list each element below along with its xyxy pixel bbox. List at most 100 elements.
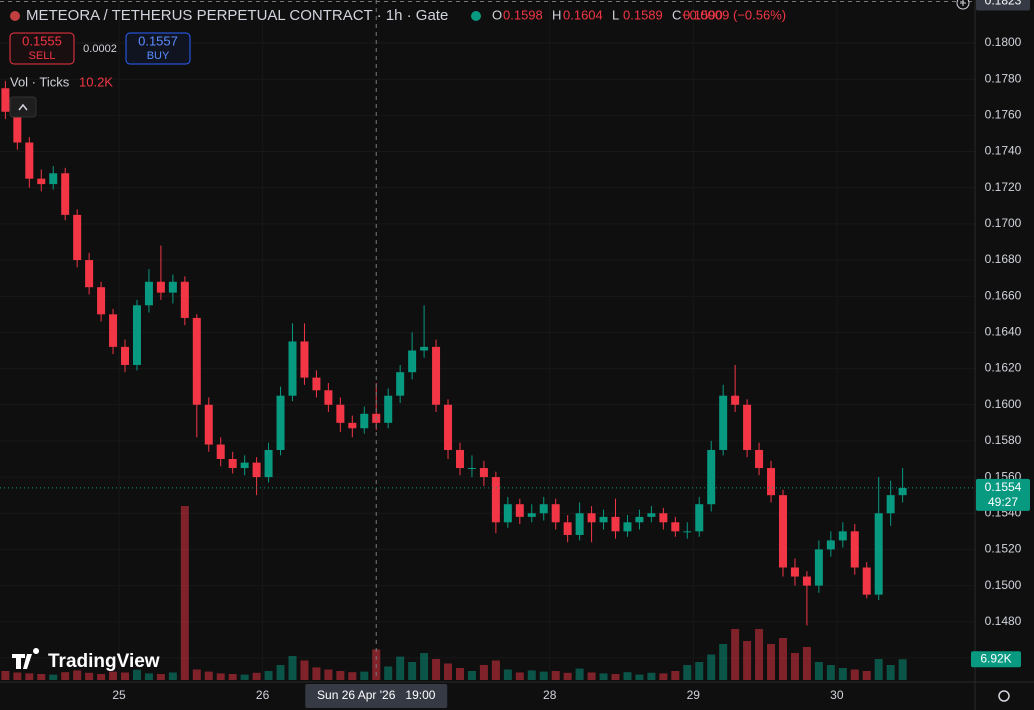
x-tick-label: 26 bbox=[256, 688, 270, 702]
y-tick-label: 0.1720 bbox=[985, 180, 1022, 194]
sell-label[interactable]: SELL bbox=[29, 50, 56, 62]
candle-body bbox=[563, 522, 572, 535]
candle-body bbox=[252, 462, 261, 478]
volume-bar bbox=[826, 665, 835, 680]
volume-legend: 10.2K bbox=[79, 74, 113, 89]
volume-bar bbox=[132, 669, 141, 680]
candle-body bbox=[695, 504, 704, 532]
crosshair-y-box bbox=[976, 0, 1030, 11]
volume-bar bbox=[240, 674, 249, 680]
volume-bar bbox=[276, 665, 285, 680]
candle-body bbox=[180, 281, 189, 318]
crosshair-y-label: 0.1823 bbox=[985, 0, 1022, 8]
volume-bar bbox=[838, 668, 847, 680]
add-icon bbox=[960, 0, 966, 6]
volume-bar bbox=[252, 672, 261, 680]
candle-body bbox=[611, 516, 620, 532]
volume-bar bbox=[396, 656, 405, 680]
volume-bar bbox=[264, 671, 273, 680]
y-tick-label: 0.1500 bbox=[985, 578, 1022, 592]
add-button[interactable] bbox=[956, 0, 970, 10]
candle-body bbox=[61, 173, 70, 215]
candles bbox=[1, 81, 907, 626]
volume-bar bbox=[647, 672, 656, 680]
volume-bar bbox=[659, 673, 668, 680]
y-tick-label: 0.1680 bbox=[985, 252, 1022, 266]
x-tick-label: 28 bbox=[543, 688, 557, 702]
candle-body bbox=[312, 377, 321, 391]
volume-bar bbox=[743, 641, 752, 680]
candle-body bbox=[503, 504, 512, 523]
volume-bar bbox=[515, 672, 524, 680]
candle-body bbox=[420, 346, 429, 351]
volume-bar bbox=[121, 672, 130, 680]
axes: 0.14600.14800.15000.15200.15400.15600.15… bbox=[112, 0, 1030, 708]
candle-body bbox=[635, 516, 644, 523]
volume-bar bbox=[216, 673, 225, 680]
volume-bar bbox=[898, 659, 907, 680]
candle-body bbox=[659, 513, 668, 523]
y-tick-label: 0.1740 bbox=[985, 144, 1022, 158]
y-tick-label: 0.1640 bbox=[985, 325, 1022, 339]
candle-body bbox=[288, 341, 297, 396]
volume-bar bbox=[575, 668, 584, 680]
candle-body bbox=[144, 281, 153, 306]
volume-bar bbox=[539, 671, 548, 680]
candle-body bbox=[336, 404, 345, 423]
ohlc-value: 0.1598 bbox=[503, 7, 543, 22]
candle-body bbox=[527, 513, 536, 517]
volume-bar bbox=[192, 669, 201, 680]
candle-body bbox=[1, 88, 10, 112]
candle-body bbox=[348, 422, 357, 429]
y-tick-label: 0.1660 bbox=[985, 288, 1022, 302]
candle-body bbox=[109, 314, 118, 347]
volume-bar bbox=[204, 671, 213, 680]
volume-bar bbox=[228, 674, 237, 680]
volume-bar bbox=[479, 665, 488, 680]
volume-bar bbox=[444, 663, 453, 680]
settings-button[interactable] bbox=[998, 690, 1010, 702]
volume-label-box bbox=[971, 651, 1021, 668]
sell-button[interactable] bbox=[9, 32, 75, 65]
volume-bar bbox=[300, 660, 309, 680]
crosshair-x-label: Sun 26 Apr '26 19:00 bbox=[317, 688, 436, 702]
buy-label[interactable]: BUY bbox=[147, 50, 170, 62]
volume-bar bbox=[336, 671, 345, 680]
candle-body bbox=[862, 567, 871, 595]
logo-icon bbox=[12, 648, 40, 669]
candle-body bbox=[408, 350, 417, 373]
candle-body bbox=[168, 281, 177, 293]
spread: 0.0002 bbox=[83, 43, 117, 55]
candle-body bbox=[623, 522, 632, 532]
volume-bar bbox=[109, 671, 118, 680]
brand: TradingView bbox=[48, 651, 160, 672]
volume-bar bbox=[25, 673, 34, 680]
candle-body bbox=[455, 449, 464, 469]
sell-price[interactable]: 0.1555 bbox=[22, 33, 62, 48]
chart-title[interactable]: METEORA / TETHERUS PERPETUAL CONTRACT · … bbox=[26, 7, 448, 24]
volume-bar bbox=[432, 659, 441, 680]
candle-body bbox=[898, 487, 907, 496]
y-tick-label: 0.1760 bbox=[985, 108, 1022, 122]
candle-body bbox=[37, 178, 46, 185]
volume-bar bbox=[778, 638, 787, 680]
volume-bar bbox=[61, 672, 70, 680]
volume-bar bbox=[408, 662, 417, 680]
candle-body bbox=[276, 395, 285, 450]
status-dot bbox=[471, 11, 481, 21]
volume-bar bbox=[37, 674, 46, 680]
candle-body bbox=[886, 495, 895, 514]
volume-bar bbox=[324, 669, 333, 680]
candle-body bbox=[240, 462, 249, 469]
y-tick-label: 0.1520 bbox=[985, 542, 1022, 556]
volume-bar bbox=[85, 672, 94, 680]
buy-price[interactable]: 0.1557 bbox=[138, 33, 178, 48]
candle-body bbox=[719, 395, 728, 450]
volume-bar bbox=[707, 654, 716, 680]
buy-button[interactable] bbox=[125, 32, 191, 65]
candle-body bbox=[826, 540, 835, 550]
collapse-button[interactable] bbox=[9, 96, 37, 118]
candle-body bbox=[814, 549, 823, 586]
